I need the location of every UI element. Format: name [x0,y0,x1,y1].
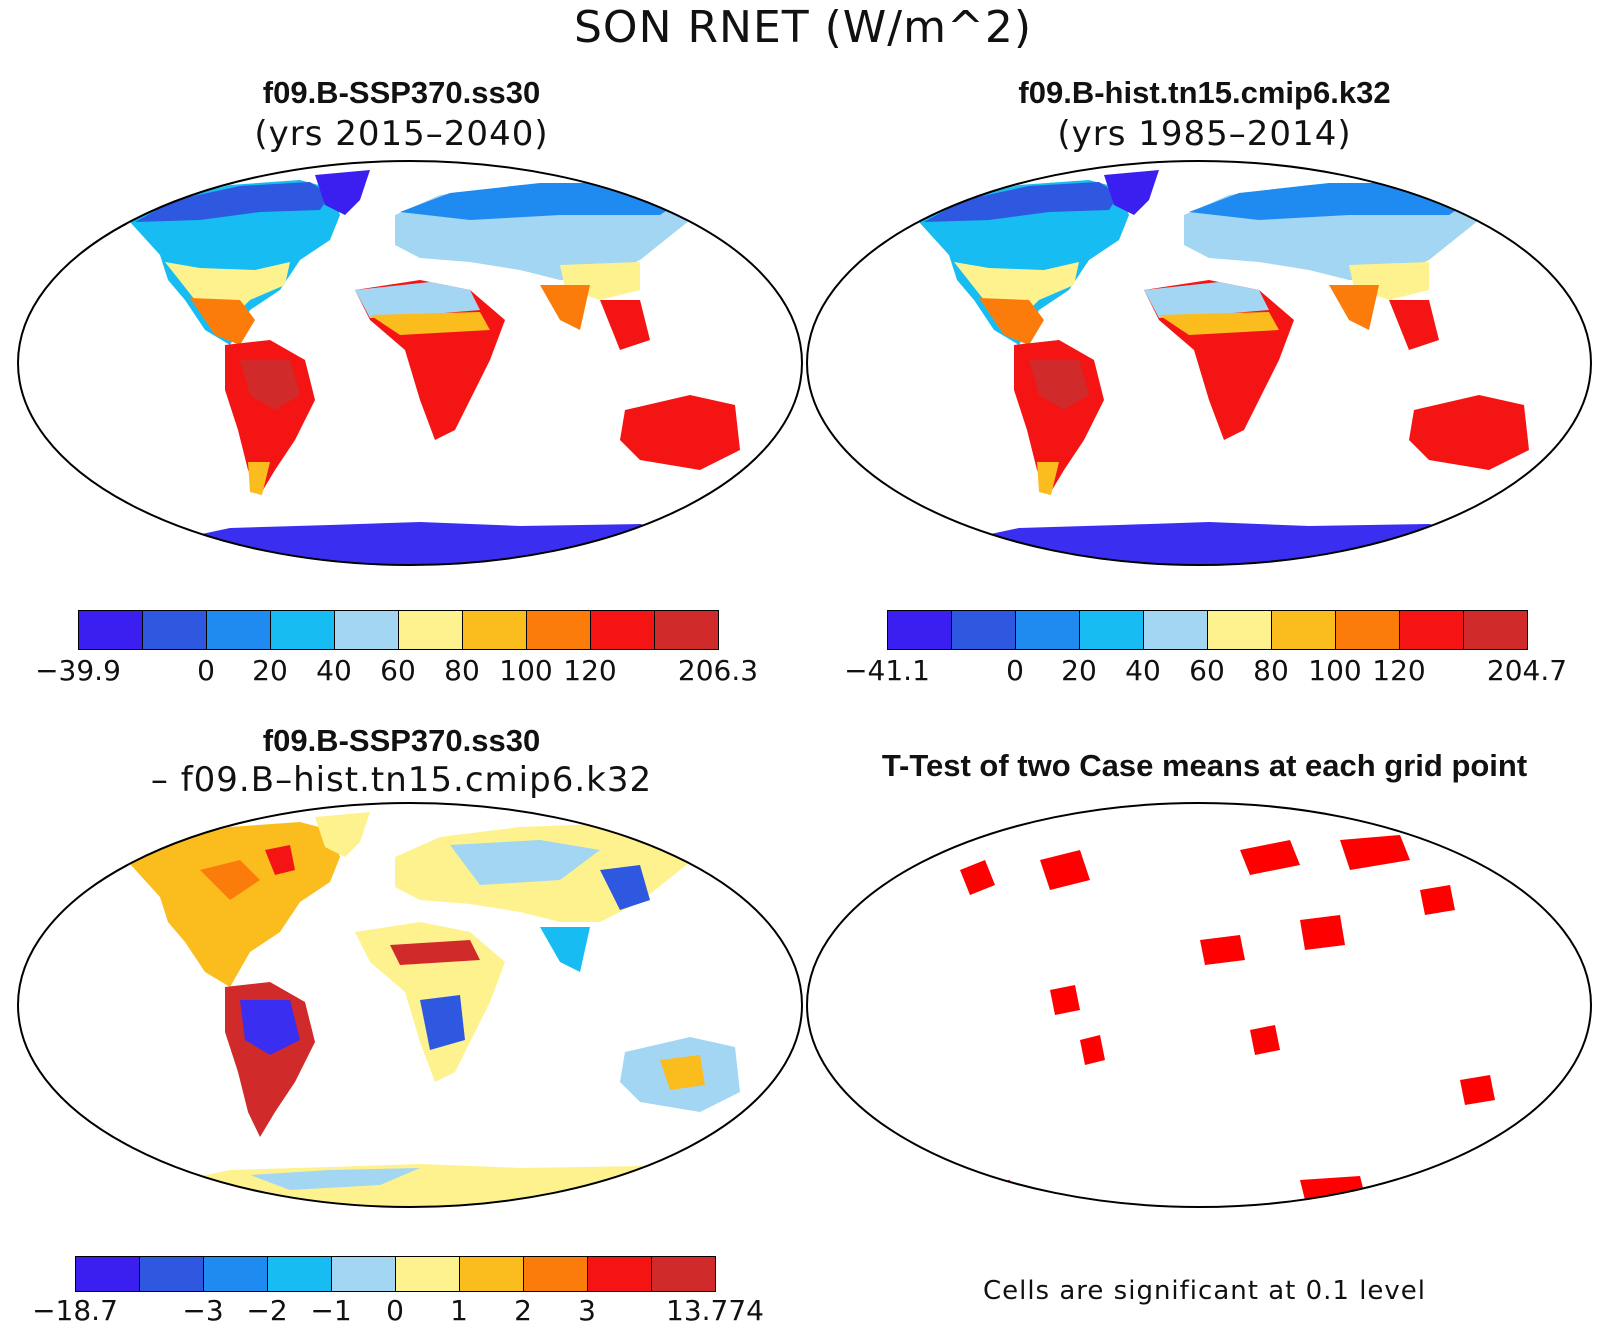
colorbar-3-box [267,1256,332,1292]
colorbar-2-box [1207,610,1272,650]
colorbar-2-label: 204.7 [1486,654,1568,687]
colorbar-2-box [887,610,952,650]
map-panel-4 [806,802,1592,1208]
map-2-shading [919,170,1529,565]
colorbar-3-label: −3 [182,1294,224,1327]
colorbar-2-label: 40 [1125,654,1161,687]
colorbar-2-box [1335,610,1400,650]
colorbar-2-box [1271,610,1336,650]
colorbar-2-box [1463,610,1528,650]
panel-3-title: f09.B-SSP370.ss30 [262,723,541,758]
colorbar-3-label: 3 [578,1294,596,1327]
colorbar-3-box [587,1256,652,1292]
colorbar-1-box [142,610,207,650]
panel-3-subtitle: – f09.B–hist.tn15.cmip6.k32 [150,760,653,800]
colorbar-3-label: −18.7 [32,1294,118,1327]
colorbar-1-box [270,610,335,650]
colorbar-1-label: 120 [563,654,617,687]
panel-1-title: f09.B-SSP370.ss30 [262,75,541,110]
colorbar-3-box [651,1256,716,1292]
significance-note: Cells are significant at 0.1 level [982,1276,1427,1306]
map-3-shading [130,812,740,1207]
colorbar-1-box [206,610,271,650]
colorbar-2-label: 120 [1372,654,1426,687]
colorbar-2-label: 20 [1061,654,1097,687]
colorbar-2-box [1143,610,1208,650]
colorbar-1-box [78,610,143,650]
colorbar-3-label: 13.774 [666,1294,764,1327]
map-panel-3 [17,802,803,1208]
colorbar-3-box [203,1256,268,1292]
colorbar-3-label: 0 [386,1294,404,1327]
colorbar-2-label: −41.1 [844,654,930,687]
panel-4-title: T-Test of two Case means at each grid po… [881,748,1528,783]
colorbar-3-box [395,1256,460,1292]
panel-2-title: f09.B-hist.tn15.cmip6.k32 [1018,75,1391,110]
colorbar-1-label: −39.9 [35,654,121,687]
colorbar-2-label: 80 [1253,654,1289,687]
colorbar-3-box [459,1256,524,1292]
colorbar-1-label: 100 [499,654,553,687]
colorbar-2-box [1079,610,1144,650]
colorbar-1-label: 40 [316,654,352,687]
colorbar-2: −41.1 0 20 40 60 80 100 120 204.7 [844,610,1567,690]
panel-1-subtitle: (yrs 2015–2040) [254,114,549,154]
colorbar-1-label: 206.3 [677,654,759,687]
map-4-significance [960,835,1495,1205]
colorbar-2-box [1399,610,1464,650]
colorbar-1-label: 60 [380,654,416,687]
colorbar-3-label: −1 [310,1294,352,1327]
colorbar-2-label: 60 [1189,654,1225,687]
colorbar-3-label: 1 [450,1294,468,1327]
map-panel-2 [806,160,1592,566]
colorbar-2-box [1015,610,1080,650]
colorbar-3-label: −2 [246,1294,288,1327]
colorbar-3-box [523,1256,588,1292]
colorbar-1-box [462,610,527,650]
colorbar-1-box [590,610,655,650]
map-1-shading [130,170,740,565]
colorbar-1-label: 80 [444,654,480,687]
colorbar-2-label: 0 [1006,654,1024,687]
colorbar-2-box [951,610,1016,650]
colorbar-1-box [526,610,591,650]
colorbar-3-box [75,1256,140,1292]
main-title: SON RNET (W/m^2) [574,2,1032,53]
colorbar-1-label: 0 [197,654,215,687]
colorbar-1-box [334,610,399,650]
colorbar-1-box [398,610,463,650]
colorbar-2-label: 100 [1308,654,1362,687]
map-panel-1 [17,160,803,566]
colorbar-3-box [331,1256,396,1292]
colorbar-1-label: 20 [252,654,288,687]
colorbar-3: −18.7 −3 −2 −1 0 1 2 3 13.774 [32,1256,764,1336]
colorbar-1-box [654,610,719,650]
colorbar-1: −39.9 0 20 40 60 80 100 120 206.3 [35,610,758,690]
colorbar-3-label: 2 [514,1294,532,1327]
colorbar-3-box [139,1256,204,1292]
panel-2-subtitle: (yrs 1985–2014) [1057,114,1352,154]
